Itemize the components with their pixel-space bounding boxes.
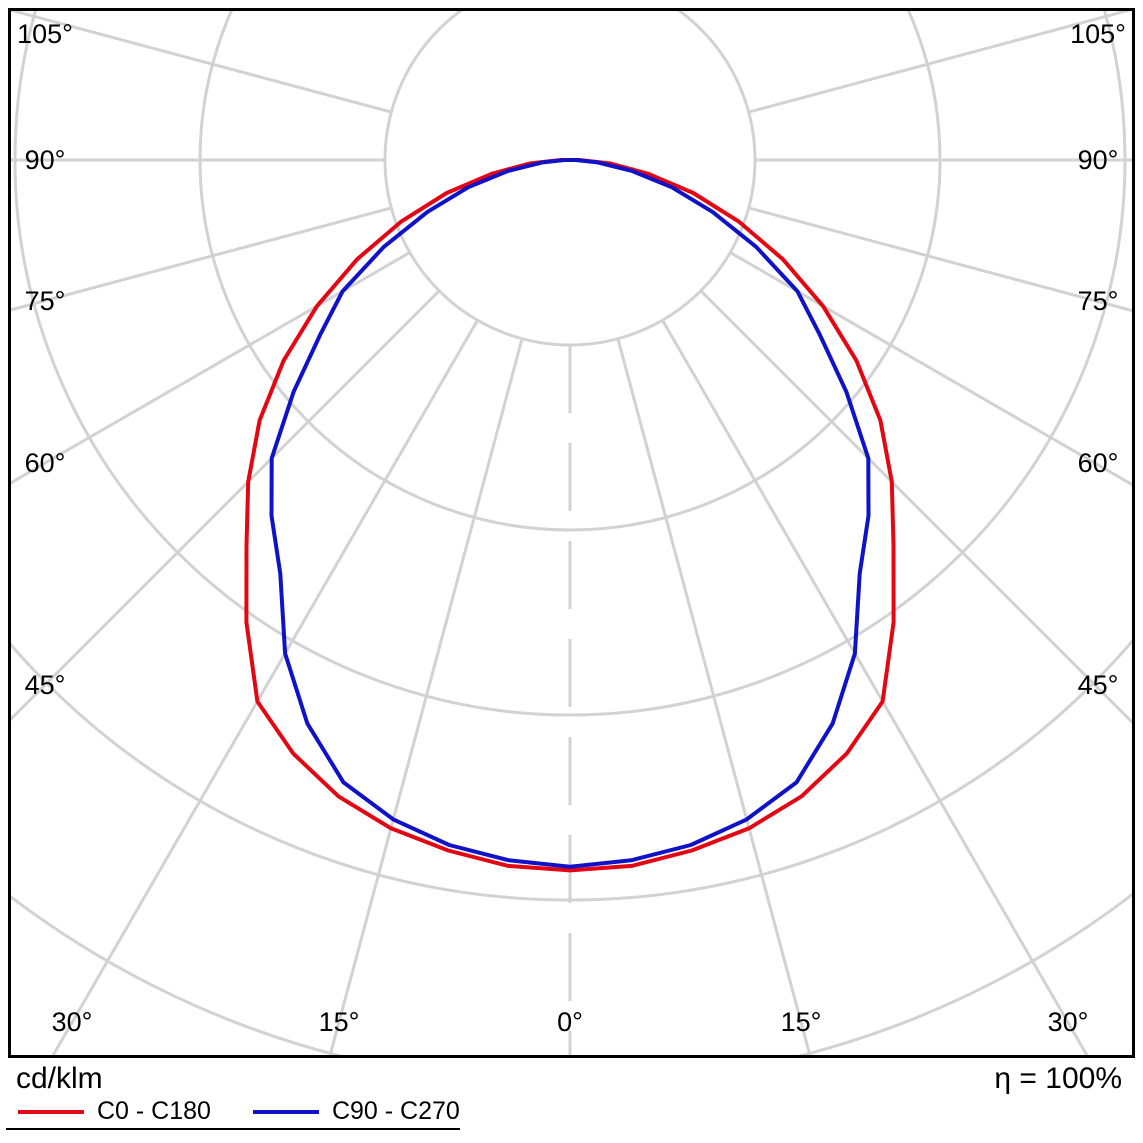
efficiency-label: η = 100% [994,1062,1122,1095]
angle-label-75: 75° [1078,286,1119,316]
grid-radial-105 [748,11,1132,114]
legend-line-c0-c180 [18,1109,84,1114]
grid-ring-1 [383,11,757,347]
angle-label--105: 105° [17,19,73,49]
grid-radial-30 [661,319,1089,1055]
angle-label--60: 60° [25,448,66,478]
angle-label--90: 90° [25,145,66,175]
grid-radial--105 [11,11,392,114]
legend-label-c90-c270: C90 - C270 [331,1097,460,1125]
legend-underline [6,1128,460,1130]
angle-label-30: 30° [1048,1007,1089,1037]
grid-radial--60 [11,251,411,485]
grid-radial-15 [616,338,812,1055]
angle-label--45: 45° [25,670,66,700]
angle-label--15: 15° [319,1007,360,1037]
legend-label-c0-c180: C0 - C180 [97,1097,211,1125]
angle-label-0: 0° [557,1007,583,1037]
angle-label-105: 105° [1070,19,1126,49]
grid-radial-75 [748,206,1132,313]
legend: C0 - C180 C90 - C270 [18,1097,460,1126]
grid-radial--15 [328,338,524,1055]
angle-label--30: 30° [52,1007,93,1037]
curve-c0-c180 [244,158,896,873]
grid-radial-60 [729,251,1132,487]
grid-radial--30 [51,319,479,1055]
unit-label: cd/klm [16,1062,103,1095]
plot-border [8,8,1135,1058]
grid-radial--75 [11,206,392,312]
legend-line-c90-c270 [252,1109,319,1114]
angle-label-15: 15° [781,1007,822,1037]
angle-label-45: 45° [1078,670,1119,700]
angle-label-60: 60° [1078,448,1119,478]
angle-label--75: 75° [25,286,66,316]
angle-label-90: 90° [1078,145,1119,175]
curve-c90-c270 [269,158,871,869]
